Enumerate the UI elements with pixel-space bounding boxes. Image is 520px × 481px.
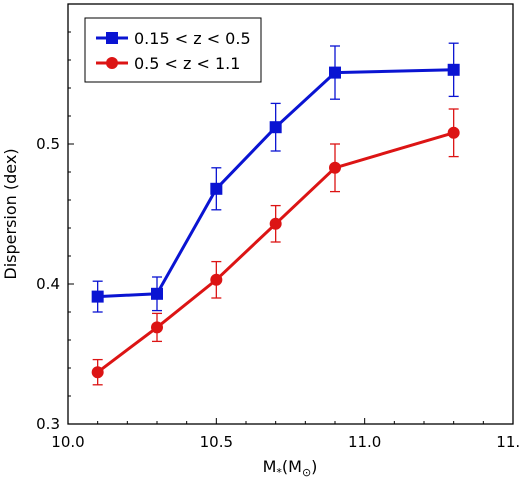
series-line bbox=[96, 131, 455, 374]
x-tick-label: 10.0 bbox=[51, 433, 84, 451]
x-tick-label: 10.5 bbox=[200, 433, 233, 451]
y-axis: 0.3 0.4 0.5 bbox=[36, 3, 74, 433]
data-point-square bbox=[210, 182, 223, 195]
series-line bbox=[97, 68, 454, 299]
series-2 bbox=[91, 108, 460, 386]
data-point-square bbox=[91, 290, 104, 303]
data-point-circle bbox=[210, 273, 223, 286]
data-point-circle bbox=[447, 126, 460, 139]
series-1 bbox=[91, 42, 460, 313]
data-point-square bbox=[269, 121, 282, 134]
data-point-square bbox=[151, 287, 163, 300]
x-axis: 10.0 10.5 11.0 11.5 bbox=[51, 418, 520, 451]
data-point-circle bbox=[269, 217, 282, 230]
x-tick-label: 11.5 bbox=[496, 433, 520, 451]
data-point-circle bbox=[151, 321, 163, 334]
legend-label: 0.15 < z < 0.5 bbox=[134, 29, 251, 48]
data-point-circle bbox=[329, 161, 341, 174]
plot-frame bbox=[67, 3, 514, 425]
legend: 0.15 < z < 0.5 0.5 < z < 1.1 bbox=[84, 17, 262, 83]
x-tick-label: 11.0 bbox=[348, 433, 381, 451]
legend-marker-circle bbox=[106, 57, 118, 69]
legend-marker-square bbox=[106, 32, 118, 44]
plot-area bbox=[91, 42, 460, 386]
data-point-circle bbox=[91, 366, 104, 379]
legend-box bbox=[84, 17, 262, 83]
y-tick-label: 0.4 bbox=[36, 275, 60, 293]
y-tick-label: 0.3 bbox=[36, 415, 60, 433]
x-axis-label: M*(M⊙) bbox=[263, 457, 318, 479]
data-point-square bbox=[329, 66, 341, 79]
y-tick-label: 0.5 bbox=[36, 135, 60, 153]
data-point-square bbox=[447, 63, 460, 76]
legend-label: 0.5 < z < 1.1 bbox=[134, 54, 240, 73]
y-axis-label: Dispersion (dex) bbox=[1, 148, 20, 279]
